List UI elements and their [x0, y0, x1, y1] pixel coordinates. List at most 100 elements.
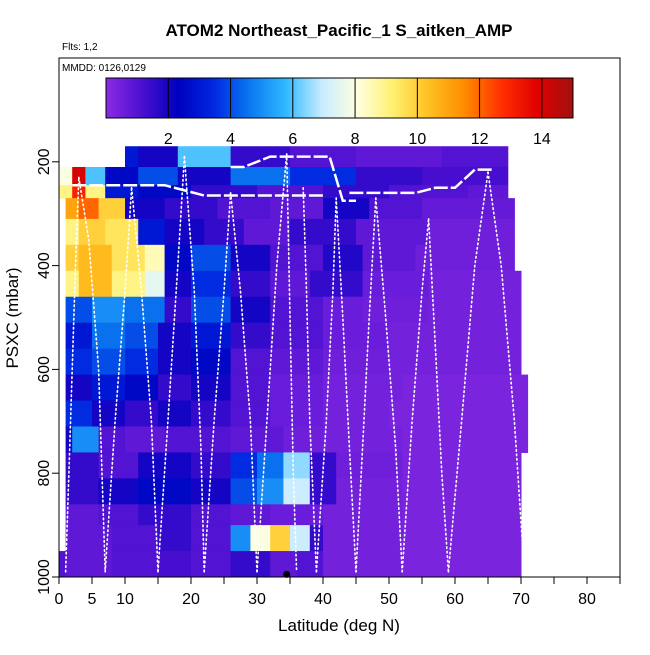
heatmap-cell	[105, 185, 139, 199]
profile-line	[104, 187, 133, 573]
heatmap-cell	[191, 551, 232, 578]
heatmap-cell	[98, 198, 126, 220]
heatmap-cell	[191, 322, 232, 350]
heatmap-cell	[164, 296, 192, 324]
heatmap-cell	[270, 525, 291, 552]
x-tick-label: 40	[314, 591, 332, 608]
profile-line	[256, 153, 288, 573]
heatmap-cell	[230, 348, 271, 376]
heatmap-cell	[125, 296, 166, 324]
heatmap-cell	[92, 400, 126, 427]
profile-line	[487, 171, 526, 573]
heatmap-cell	[144, 270, 166, 298]
heatmap-cell	[336, 452, 403, 479]
heatmap-cell	[78, 270, 113, 298]
profile-line	[203, 192, 232, 573]
heatmap-cell	[92, 374, 126, 402]
heatmap-cell	[138, 185, 192, 199]
heatmap-cell	[98, 426, 126, 453]
heatmap-cell	[65, 426, 73, 453]
heatmap-cell	[230, 296, 271, 324]
heatmap-cell	[402, 478, 522, 505]
x-tick-label: 50	[380, 591, 398, 608]
heatmap-cell	[283, 452, 311, 479]
heatmap-cell	[290, 218, 357, 246]
x-tick-label: 5	[88, 591, 97, 608]
heatmap-cell	[65, 322, 93, 350]
flight-track	[230, 155, 356, 202]
flight-track	[349, 168, 495, 195]
heatmap-cell	[177, 146, 232, 168]
heatmap-cell	[230, 525, 251, 552]
heatmap-cell	[85, 166, 106, 186]
heatmap-cell	[92, 322, 126, 350]
heatmap-cell	[177, 166, 232, 186]
heatmap-cell	[125, 198, 166, 220]
heatmap-cell	[158, 551, 192, 578]
heatmap-cell	[468, 185, 509, 199]
y-tick-label: 800	[36, 460, 53, 487]
heatmap-cell	[72, 166, 86, 186]
heatmap-cell	[356, 218, 430, 246]
heatmap-cell	[402, 426, 529, 453]
colorbar-tick-label: 12	[471, 131, 489, 148]
x-tick-label: 80	[578, 591, 596, 608]
y-axis-label: PSXC (mbar)	[3, 267, 22, 368]
heatmap-cell	[323, 525, 403, 552]
heatmap-cell	[389, 185, 469, 199]
heatmap-cell	[98, 452, 139, 479]
heatmap-cell	[125, 374, 159, 402]
heatmap-cell	[158, 348, 192, 376]
heatmap-cell	[323, 244, 364, 272]
profile-line	[427, 218, 450, 573]
heatmap-cell	[78, 218, 106, 246]
heatmap-cell	[158, 525, 192, 552]
heatmap-cell	[98, 478, 139, 505]
heatmap-cell	[323, 504, 403, 526]
heatmap-cell	[65, 478, 100, 505]
heatmap-cell	[250, 525, 271, 552]
flight-track	[72, 183, 323, 197]
heatmap-cell	[323, 400, 390, 427]
heatmap-cell	[230, 452, 258, 479]
x-tick-label: 20	[182, 591, 200, 608]
heatmap-cell	[164, 426, 232, 453]
heatmap-cell	[125, 400, 159, 427]
heatmap-cell	[65, 452, 100, 479]
profile-line	[302, 187, 318, 573]
profile-line	[315, 197, 338, 573]
heatmap-cell	[309, 452, 337, 479]
heatmap-cell	[138, 146, 179, 168]
heatmap-cell	[164, 270, 192, 298]
heatmap-cell	[65, 244, 80, 272]
heatmap-cell	[389, 348, 522, 376]
heatmap-cell	[323, 348, 390, 376]
heatmap-cell	[85, 185, 106, 199]
heatmap-cell	[105, 218, 139, 246]
profile-line	[374, 197, 404, 573]
heatmap-cell	[257, 185, 324, 199]
heatmap-cell	[138, 166, 179, 186]
heatmap-cell	[230, 504, 271, 526]
heatmap-cell	[230, 478, 258, 505]
x-tick-label: 10	[116, 591, 134, 608]
heatmap-cell	[230, 374, 271, 402]
y-tick-label: 200	[36, 148, 53, 175]
profile-line	[335, 197, 357, 573]
heatmap-cell	[369, 198, 423, 220]
plot-frame	[58, 57, 621, 578]
dates-label: MMDD: 0126,0129	[62, 63, 146, 74]
heatmap-cell	[270, 400, 324, 427]
x-axis-label: Latitude (deg N)	[278, 616, 400, 635]
heatmap-cell	[158, 374, 192, 402]
x-tick-label: 30	[248, 591, 266, 608]
heatmap-cell	[59, 166, 73, 186]
heatmap-cell	[125, 348, 159, 376]
profile-line	[64, 176, 80, 573]
heatmap-cell	[138, 478, 192, 505]
y-tick-label: 1000	[36, 559, 53, 595]
heatmap-cell	[191, 348, 232, 376]
heatmap-cell	[230, 426, 284, 453]
